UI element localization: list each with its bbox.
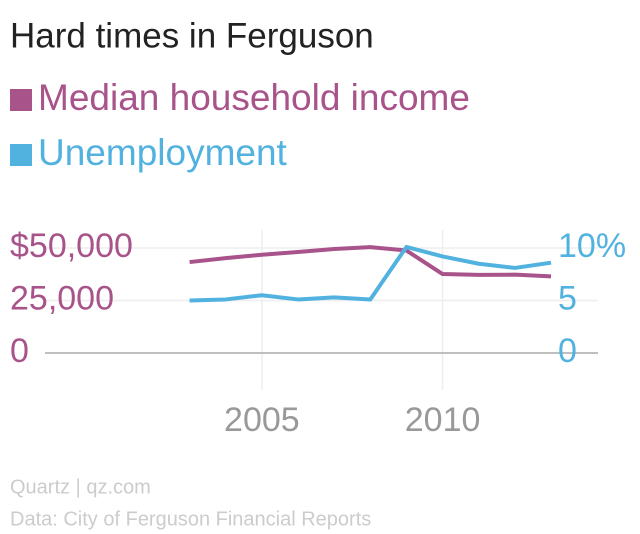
y2-tick-label: 5	[558, 279, 577, 317]
legend-swatch	[10, 89, 32, 111]
footer: Data: City of Ferguson Financial Reports	[10, 508, 371, 530]
y2-tick-label: 0	[558, 332, 577, 370]
x-tick-label: 2005	[224, 401, 300, 439]
footer: Quartz | qz.com	[10, 476, 151, 498]
y-tick-label: 25,000	[10, 279, 114, 317]
series-line	[189, 244, 552, 303]
chart-title: Hard times in Ferguson	[10, 16, 374, 55]
legend-label: Median household income	[38, 77, 470, 118]
y-tick-label: 0	[10, 332, 29, 370]
legend-swatch	[10, 144, 32, 166]
y-tick-label: $50,000	[10, 227, 133, 265]
y2-tick-label: 10%	[558, 227, 626, 265]
x-tick-label: 2010	[405, 401, 481, 439]
series-line	[189, 245, 552, 279]
legend-label: Unemployment	[38, 132, 288, 173]
